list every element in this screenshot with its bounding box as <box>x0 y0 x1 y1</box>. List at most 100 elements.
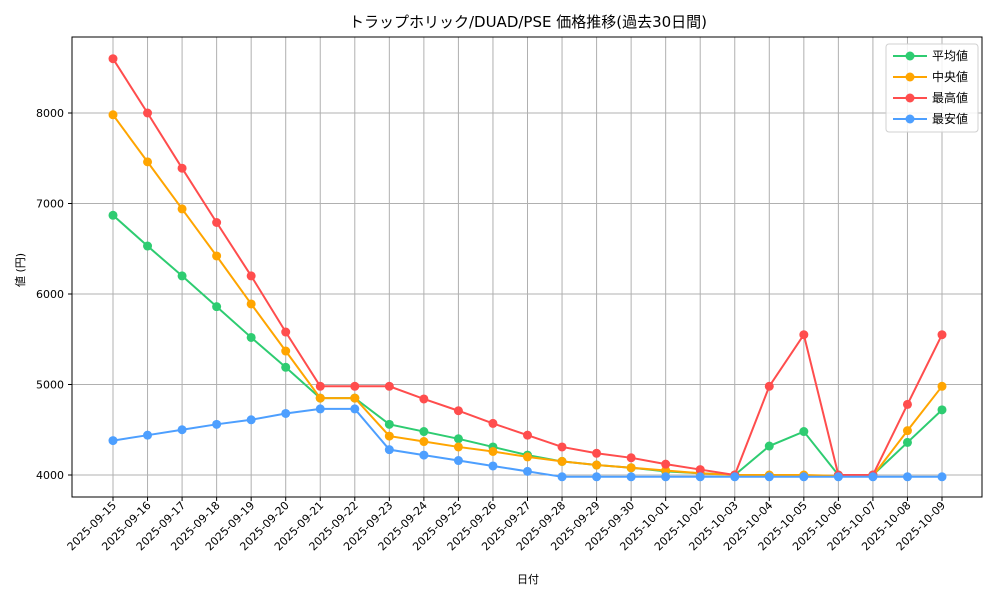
data-point <box>419 450 429 460</box>
data-point <box>902 399 912 409</box>
data-point <box>799 330 809 340</box>
data-point <box>902 426 912 436</box>
data-point <box>695 465 705 475</box>
x-axis-label: 日付 <box>517 573 539 586</box>
legend-marker-icon <box>905 51 915 61</box>
data-point <box>246 299 256 309</box>
y-tick-label: 8000 <box>36 107 64 120</box>
data-point <box>384 431 394 441</box>
data-point <box>315 404 325 414</box>
data-point <box>281 362 291 372</box>
data-point <box>419 427 429 437</box>
data-point <box>143 108 153 118</box>
data-point <box>281 327 291 337</box>
legend-box <box>885 43 979 133</box>
data-point <box>143 241 153 251</box>
data-point <box>764 441 774 451</box>
data-point <box>764 381 774 391</box>
chart-title: トラップホリック/DUAD/PSE 価格推移(過去30日間) <box>349 13 707 31</box>
data-point <box>177 163 187 173</box>
data-point <box>419 437 429 447</box>
data-point <box>108 210 118 220</box>
data-point <box>902 437 912 447</box>
data-point <box>281 346 291 356</box>
data-point <box>384 381 394 391</box>
data-point <box>453 434 463 444</box>
data-point <box>799 472 809 482</box>
data-point <box>833 472 843 482</box>
data-point <box>143 430 153 440</box>
data-point <box>557 442 567 452</box>
data-point <box>315 393 325 403</box>
data-point <box>453 406 463 416</box>
data-point <box>212 419 222 429</box>
data-point <box>937 472 947 482</box>
legend-marker-icon <box>905 93 915 103</box>
data-point <box>108 436 118 446</box>
legend-label: 平均値 <box>932 48 968 63</box>
data-point <box>246 271 256 281</box>
data-point <box>730 472 740 482</box>
data-point <box>937 330 947 340</box>
data-point <box>177 204 187 214</box>
data-point <box>212 251 222 261</box>
data-point <box>937 405 947 415</box>
data-point <box>419 394 429 404</box>
data-point <box>108 54 118 64</box>
legend-label: 中央値 <box>932 69 968 84</box>
data-point <box>350 381 360 391</box>
x-axis: 2025-09-152025-09-162025-09-172025-09-18… <box>65 497 948 553</box>
y-axis: 4000 5000 6000 7000 8000 <box>36 107 72 482</box>
data-point <box>281 408 291 418</box>
data-point <box>488 418 498 428</box>
data-point <box>902 472 912 482</box>
data-point <box>592 472 602 482</box>
data-point <box>143 157 153 167</box>
y-tick-label: 4000 <box>36 469 64 482</box>
grid-lines <box>72 37 982 497</box>
data-point <box>350 393 360 403</box>
data-point <box>592 460 602 470</box>
y-tick-label: 5000 <box>36 379 64 392</box>
data-point <box>626 472 636 482</box>
data-point <box>384 445 394 455</box>
data-point <box>488 446 498 456</box>
data-point <box>488 461 498 471</box>
y-tick-label: 7000 <box>36 198 64 211</box>
data-point <box>177 271 187 281</box>
data-point <box>177 425 187 435</box>
y-tick-label: 6000 <box>36 288 64 301</box>
series-3 <box>108 404 947 482</box>
data-point <box>937 381 947 391</box>
data-point <box>350 404 360 414</box>
data-point <box>523 452 532 462</box>
data-point <box>799 427 809 437</box>
data-point <box>626 463 636 473</box>
data-point <box>108 110 118 120</box>
data-point <box>315 381 325 391</box>
data-point <box>453 442 463 452</box>
data-point <box>453 456 463 466</box>
data-point <box>661 459 671 469</box>
series-2 <box>108 54 947 480</box>
data-point <box>212 218 222 228</box>
data-point <box>661 472 671 482</box>
legend-marker-icon <box>905 114 915 124</box>
data-point <box>557 472 567 482</box>
data-point <box>626 453 636 463</box>
data-point <box>246 415 256 425</box>
data-point <box>695 472 705 482</box>
legend-label: 最安値 <box>932 111 968 126</box>
data-point <box>212 302 222 312</box>
data-point <box>868 472 878 482</box>
data-point <box>557 456 567 466</box>
data-point <box>592 448 602 458</box>
legend-marker-icon <box>905 72 915 82</box>
legend-label: 最高値 <box>932 90 968 105</box>
data-point <box>523 466 532 476</box>
data-point <box>523 430 532 440</box>
data-point <box>661 465 671 475</box>
data-point <box>384 419 394 429</box>
